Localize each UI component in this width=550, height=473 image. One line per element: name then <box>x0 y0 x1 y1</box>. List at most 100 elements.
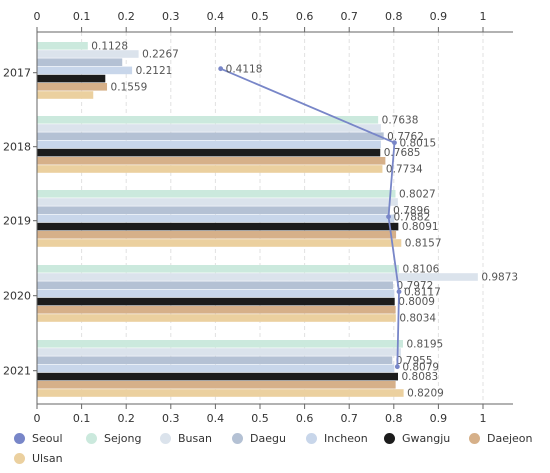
bar-sejong <box>37 190 396 198</box>
data-label: 0.2267 <box>142 49 179 61</box>
legend-swatch <box>469 433 480 444</box>
x-tick-label-bottom: 0.6 <box>296 412 314 425</box>
bar-ulsan <box>37 91 94 99</box>
x-tick-label-bottom: 0.9 <box>430 412 448 425</box>
legend-swatch <box>14 433 25 444</box>
bar-busan <box>37 198 398 206</box>
legend-label: Ulsan <box>32 452 63 465</box>
bar-sejong <box>37 265 400 273</box>
data-label: 0.7972 <box>397 280 434 292</box>
bar-sejong <box>37 340 403 348</box>
legend-swatch <box>14 453 25 464</box>
bar-incheon <box>37 140 381 149</box>
x-tick-label-bottom: 0.1 <box>73 412 91 425</box>
bar-daejeon <box>37 157 386 165</box>
category-label: 2019 <box>3 215 31 228</box>
bar-daegu <box>37 206 390 214</box>
bar-ulsan <box>37 314 396 322</box>
x-tick-label-bottom: 0.3 <box>162 412 180 425</box>
data-label: 0.7762 <box>387 131 424 143</box>
bar-gwangju <box>37 148 381 157</box>
data-label: 0.7896 <box>393 205 430 217</box>
bar-gwangju <box>37 222 399 231</box>
x-tick-label-top: 0 <box>34 10 41 23</box>
data-label: 0.4118 <box>226 64 263 76</box>
x-tick-label-top: 1 <box>480 10 487 23</box>
x-tick-label-top: 0.9 <box>430 10 448 23</box>
x-tick-label-bottom: 1 <box>480 412 487 425</box>
legend-item-seoul[interactable]: Seoul <box>14 432 63 445</box>
bar-busan <box>37 50 139 58</box>
point-seoul <box>386 214 391 220</box>
bar-gwangju <box>37 74 106 83</box>
data-label: 0.7882 <box>394 212 431 224</box>
data-label: 0.8106 <box>403 263 440 275</box>
legend-swatch <box>86 433 97 444</box>
x-tick-label-top: 0.2 <box>117 10 135 23</box>
point-seoul <box>396 289 402 295</box>
bar-incheon <box>37 214 395 223</box>
bar-daejeon <box>37 306 396 314</box>
x-tick-label-bottom: 0.7 <box>340 412 358 425</box>
data-label: 0.8117 <box>404 287 441 299</box>
x-tick-label-bottom: 0.5 <box>251 412 269 425</box>
bar-incheon <box>37 66 133 75</box>
x-tick-label-top: 0.4 <box>207 10 225 23</box>
legend-item-gwangju[interactable]: Gwangju <box>384 432 450 445</box>
legend-swatch <box>306 433 317 444</box>
point-seoul <box>394 364 400 370</box>
bar-daegu <box>37 132 384 140</box>
legend-label: Incheon <box>324 432 368 445</box>
category-label: 2017 <box>3 67 31 80</box>
data-label: 0.8195 <box>406 338 443 350</box>
legend-item-incheon[interactable]: Incheon <box>306 432 368 445</box>
x-tick-label-top: 0.7 <box>340 10 358 23</box>
legend-item-busan[interactable]: Busan <box>160 432 212 445</box>
legend-item-daejeon[interactable]: Daejeon <box>469 432 533 445</box>
x-tick-label-top: 0.6 <box>296 10 314 23</box>
x-tick-label-top: 0.8 <box>385 10 403 23</box>
bar-daegu <box>37 356 393 364</box>
bar-incheon <box>37 289 395 298</box>
data-label: 0.7638 <box>382 114 419 126</box>
legend-label: Busan <box>178 432 212 445</box>
x-tick-label-bottom: 0 <box>34 412 41 425</box>
point-seoul <box>218 66 224 72</box>
bar-ulsan <box>37 389 404 397</box>
legend-swatch <box>160 433 171 444</box>
legend-swatch <box>384 433 395 444</box>
legend-swatch <box>232 433 243 444</box>
data-label: 0.8157 <box>405 238 442 250</box>
bar-sejong <box>37 42 88 50</box>
data-label: 0.8009 <box>398 296 435 308</box>
x-tick-label-bottom: 0.4 <box>207 412 225 425</box>
data-label: 0.7955 <box>396 355 433 367</box>
bar-busan <box>37 348 401 356</box>
bar-daejeon <box>37 381 396 389</box>
legend-item-ulsan[interactable]: Ulsan <box>14 452 63 465</box>
legend-label: Gwangju <box>402 432 451 445</box>
category-label: 2020 <box>3 290 31 303</box>
point-seoul <box>392 140 397 146</box>
x-tick-label-top: 0.3 <box>162 10 180 23</box>
legend-item-daegu[interactable]: Daegu <box>232 432 286 445</box>
bar-incheon <box>37 364 395 373</box>
bar-ulsan <box>37 239 402 247</box>
bar-busan <box>37 124 381 132</box>
category-label: 2018 <box>3 141 31 154</box>
bar-busan <box>37 273 478 281</box>
data-label: 0.8079 <box>402 362 439 374</box>
legend-label: Daegu <box>250 432 286 445</box>
legend-label: Sejong <box>104 432 142 445</box>
data-label: 0.8034 <box>399 313 436 325</box>
data-label: 0.1128 <box>91 40 128 52</box>
bar-gwangju <box>37 372 399 381</box>
bar-gwangju <box>37 297 395 306</box>
legend-item-sejong[interactable]: Sejong <box>86 432 142 445</box>
data-label: 0.7734 <box>386 164 423 176</box>
data-label: 0.9873 <box>481 272 518 284</box>
data-label: 0.2121 <box>136 65 173 77</box>
legend-label: Seoul <box>32 432 63 445</box>
data-label: 0.1559 <box>111 81 148 93</box>
